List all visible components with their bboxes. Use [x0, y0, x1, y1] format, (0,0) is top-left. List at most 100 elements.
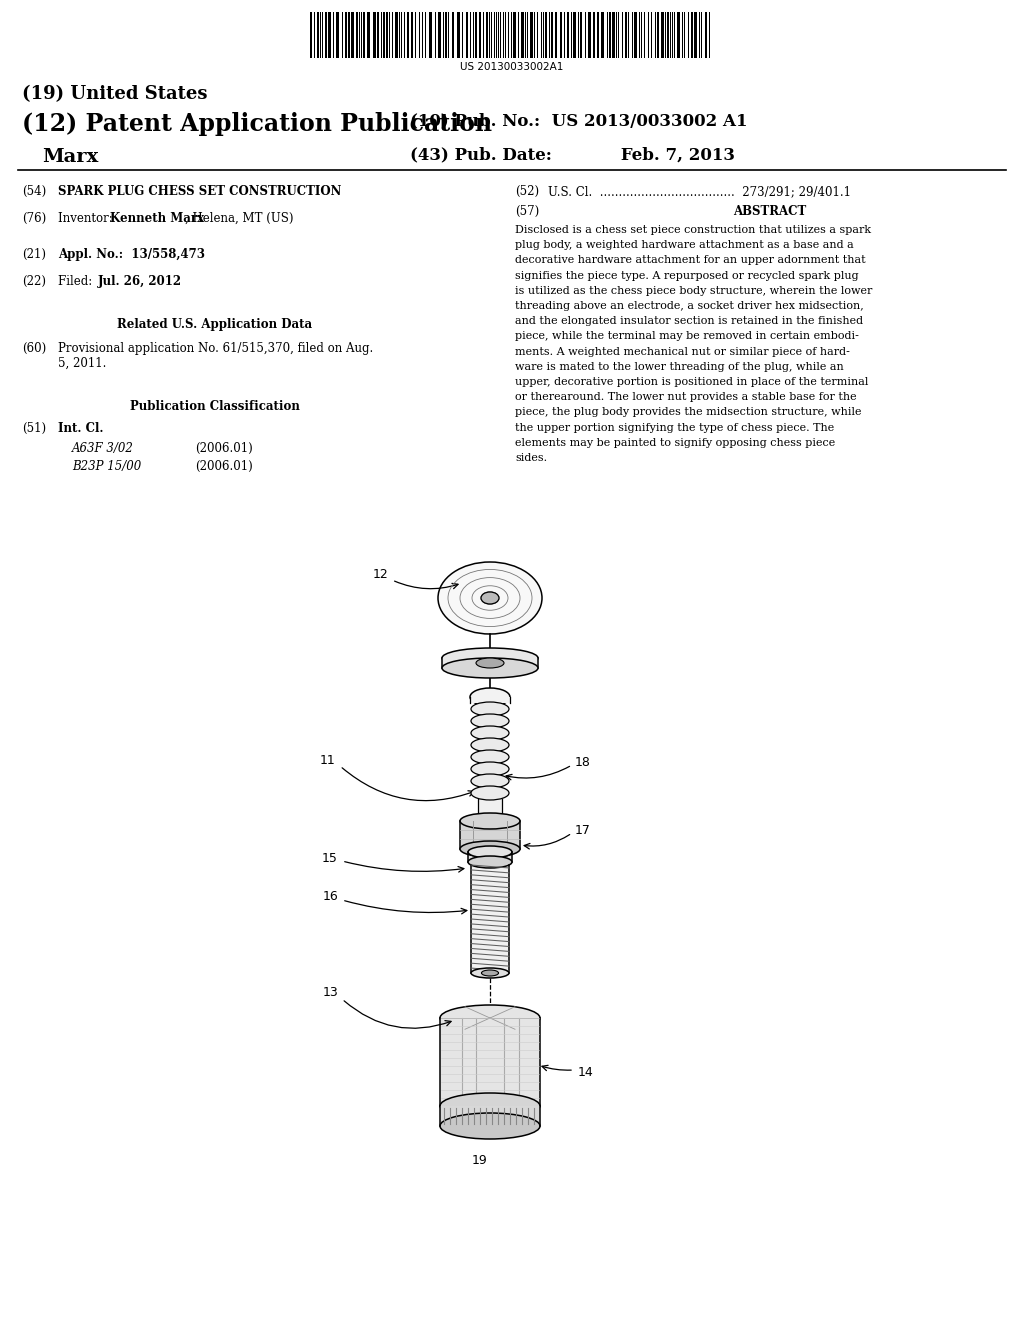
Ellipse shape — [460, 813, 520, 829]
Ellipse shape — [481, 591, 499, 605]
Text: 5, 2011.: 5, 2011. — [58, 356, 106, 370]
Bar — [513, 12, 516, 58]
Bar — [348, 12, 350, 58]
Ellipse shape — [438, 562, 542, 634]
Text: (52): (52) — [515, 185, 539, 198]
Bar — [593, 12, 595, 58]
Ellipse shape — [442, 657, 538, 678]
Text: (12) Patent Application Publication: (12) Patent Application Publication — [22, 112, 492, 136]
Text: 18: 18 — [575, 755, 591, 768]
Bar — [588, 12, 591, 58]
Ellipse shape — [471, 968, 509, 978]
Bar — [662, 12, 664, 58]
Bar — [609, 12, 611, 58]
Text: Jul. 26, 2012: Jul. 26, 2012 — [98, 275, 182, 288]
Bar — [521, 12, 524, 58]
Bar — [468, 851, 512, 862]
Text: (57): (57) — [515, 205, 540, 218]
Text: B23P 15/00: B23P 15/00 — [72, 459, 141, 473]
Bar — [310, 12, 312, 58]
Text: sides.: sides. — [515, 453, 547, 463]
Text: Marx: Marx — [42, 148, 98, 166]
Text: Kenneth Marx: Kenneth Marx — [110, 213, 204, 224]
Bar — [386, 12, 388, 58]
Bar — [612, 12, 615, 58]
Text: 11: 11 — [319, 754, 335, 767]
Ellipse shape — [460, 841, 520, 857]
Bar — [657, 12, 659, 58]
Ellipse shape — [440, 1005, 540, 1031]
Bar — [478, 799, 502, 821]
Ellipse shape — [471, 726, 509, 741]
Text: threading above an electrode, a socket driver hex midsection,: threading above an electrode, a socket d… — [515, 301, 864, 312]
Bar — [336, 12, 339, 58]
Bar — [411, 12, 413, 58]
Bar — [440, 1106, 540, 1126]
Bar — [452, 12, 454, 58]
Bar — [471, 865, 509, 973]
Text: U.S. Cl.  ....................................  273/291; 29/401.1: U.S. Cl. ...............................… — [548, 185, 851, 198]
Bar — [438, 12, 441, 58]
Text: (22): (22) — [22, 275, 46, 288]
Bar — [601, 12, 604, 58]
Bar — [356, 12, 358, 58]
Text: Inventor:: Inventor: — [58, 213, 124, 224]
Text: and the elongated insulator section is retained in the finished: and the elongated insulator section is r… — [515, 317, 863, 326]
Bar — [691, 12, 693, 58]
Bar — [567, 12, 569, 58]
Text: (2006.01): (2006.01) — [195, 459, 253, 473]
Text: Provisional application No. 61/515,370, filed on Aug.: Provisional application No. 61/515,370, … — [58, 342, 374, 355]
Bar — [625, 12, 627, 58]
Text: ABSTRACT: ABSTRACT — [733, 205, 807, 218]
Bar — [555, 12, 557, 58]
Bar — [460, 821, 520, 849]
Text: ments. A weighted mechanical nut or similar piece of hard-: ments. A weighted mechanical nut or simi… — [515, 347, 850, 356]
Bar — [560, 12, 562, 58]
Bar — [442, 657, 538, 668]
Text: is utilized as the chess piece body structure, wherein the lower: is utilized as the chess piece body stru… — [515, 286, 872, 296]
Bar — [373, 12, 376, 58]
Bar — [351, 12, 354, 58]
Bar — [530, 12, 534, 58]
Bar — [479, 12, 481, 58]
Bar — [470, 697, 510, 704]
Text: or therearound. The lower nut provides a stable base for the: or therearound. The lower nut provides a… — [515, 392, 857, 403]
Bar — [486, 12, 488, 58]
Text: 17: 17 — [575, 824, 591, 837]
Bar — [325, 12, 327, 58]
Ellipse shape — [470, 688, 510, 706]
Bar — [475, 12, 477, 58]
Text: US 20130033002A1: US 20130033002A1 — [461, 62, 563, 73]
Text: (60): (60) — [22, 342, 46, 355]
Text: (76): (76) — [22, 213, 46, 224]
Ellipse shape — [471, 714, 509, 729]
Bar — [395, 12, 398, 58]
Text: (51): (51) — [22, 422, 46, 436]
Bar — [694, 12, 697, 58]
Bar — [429, 12, 432, 58]
Text: (2006.01): (2006.01) — [195, 442, 253, 455]
Text: piece, while the terminal may be removed in certain embodi-: piece, while the terminal may be removed… — [515, 331, 859, 342]
Text: 16: 16 — [323, 890, 338, 903]
Ellipse shape — [471, 762, 509, 776]
Text: Filed:: Filed: — [58, 275, 103, 288]
Text: plug body, a weighted hardware attachment as a base and a: plug body, a weighted hardware attachmen… — [515, 240, 854, 251]
Text: piece, the plug body provides the midsection structure, while: piece, the plug body provides the midsec… — [515, 408, 861, 417]
Text: 15: 15 — [323, 851, 338, 865]
Ellipse shape — [468, 846, 512, 858]
Bar — [705, 12, 707, 58]
Text: (19) United States: (19) United States — [22, 84, 208, 103]
Bar — [545, 12, 547, 58]
Ellipse shape — [440, 1093, 540, 1119]
Text: 12: 12 — [373, 568, 388, 581]
Bar — [597, 12, 599, 58]
Bar — [573, 12, 575, 58]
Text: Appl. No.:  13/558,473: Appl. No.: 13/558,473 — [58, 248, 205, 261]
Bar — [457, 12, 460, 58]
Text: (10) Pub. No.:  US 2013/0033002 A1: (10) Pub. No.: US 2013/0033002 A1 — [410, 112, 748, 129]
Text: Disclosed is a chess set piece construction that utilizes a spark: Disclosed is a chess set piece construct… — [515, 224, 871, 235]
Bar — [362, 12, 365, 58]
Text: ware is mated to the lower threading of the plug, while an: ware is mated to the lower threading of … — [515, 362, 844, 372]
Bar — [580, 12, 582, 58]
Text: the upper portion signifying the type of chess piece. The: the upper portion signifying the type of… — [515, 422, 835, 433]
